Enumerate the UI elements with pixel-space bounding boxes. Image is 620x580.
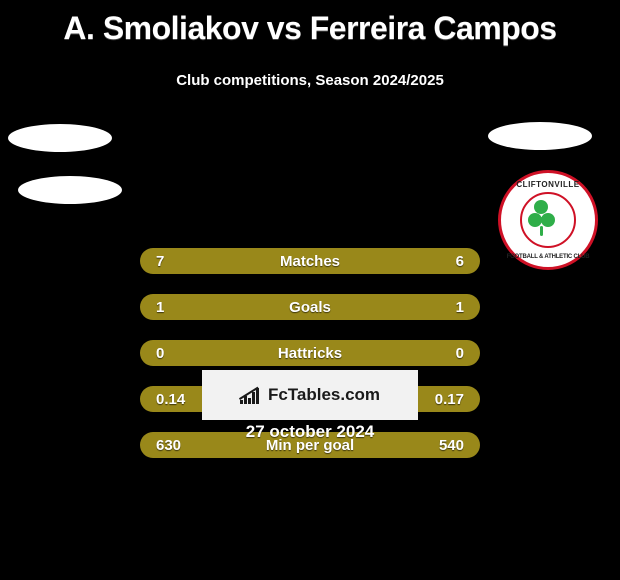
badge-top-text: CLIFTONVILLE <box>501 180 595 189</box>
clover-stem <box>540 226 543 236</box>
stat-row: 1 Goals 1 <box>140 294 480 320</box>
stat-left-value: 0 <box>156 345 164 362</box>
player-blob <box>488 122 592 150</box>
subtitle: Club competitions, Season 2024/2025 <box>0 72 620 89</box>
footer-date: 27 october 2024 <box>0 422 620 442</box>
stat-right-value: 1 <box>456 299 464 316</box>
page-title: A. Smoliakov vs Ferreira Campos <box>0 10 620 47</box>
stat-label: Goals <box>289 299 331 316</box>
player-blob <box>8 124 112 152</box>
stat-right-value: 0 <box>456 345 464 362</box>
player-blob <box>18 176 122 204</box>
clover-leaf <box>541 213 555 227</box>
stat-left-value: 7 <box>156 253 164 270</box>
chart-icon <box>240 386 262 404</box>
stat-row: 0 Hattricks 0 <box>140 340 480 366</box>
stat-row: 7 Matches 6 <box>140 248 480 274</box>
clover-leaf <box>528 213 542 227</box>
stat-right-value: 0.17 <box>435 391 464 408</box>
stat-left-value: 0.14 <box>156 391 185 408</box>
watermark: FcTables.com <box>202 370 418 420</box>
stat-label: Matches <box>280 253 340 270</box>
clover-leaf <box>534 200 548 214</box>
stat-label: Hattricks <box>278 345 342 362</box>
badge-bottom-text: FOOTBALL & ATHLETIC CLUB <box>501 254 595 260</box>
stat-left-value: 1 <box>156 299 164 316</box>
club-badge: CLIFTONVILLE FOOTBALL & ATHLETIC CLUB <box>498 170 598 270</box>
clover-icon <box>530 202 567 239</box>
stat-right-value: 6 <box>456 253 464 270</box>
stats-comparison: 7Matches61Goals10Hattricks00.14Goals per… <box>140 248 480 478</box>
watermark-text: FcTables.com <box>268 385 380 405</box>
